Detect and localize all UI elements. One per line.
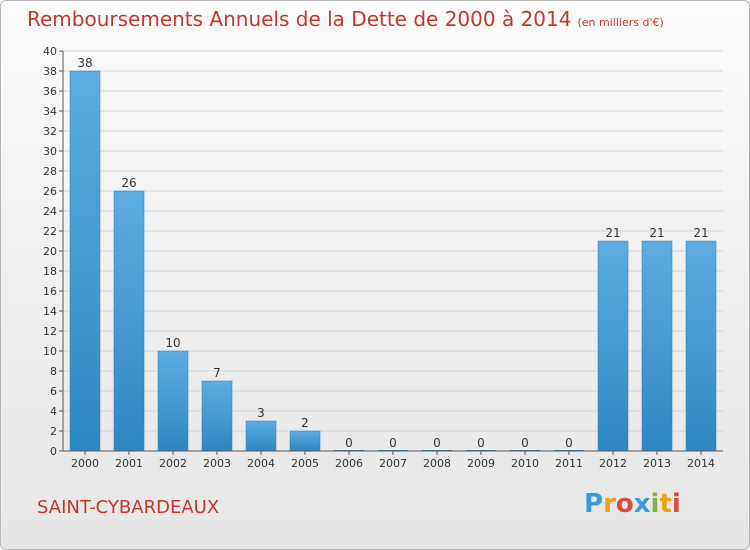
axes: 0246810121416182022242628303234363840200… [43,45,723,470]
data-labels: 38 26 10 7 3 2 0 0 0 0 0 0 21 21 21 [77,56,708,450]
x-tick-label: 2013 [643,457,671,470]
data-label: 21 [649,226,664,240]
y-tick-label: 16 [43,285,57,298]
y-tick-label: 30 [43,145,57,158]
y-tick-label: 22 [43,225,57,238]
bar [157,350,189,452]
bar [685,240,717,452]
town-name: SAINT-CYBARDEAUX [37,497,220,518]
data-label: 2 [301,416,309,430]
data-label: 0 [345,436,353,450]
logo-letter: t [659,489,672,519]
data-label: 10 [165,336,180,350]
y-tick-label: 40 [43,45,57,58]
x-tick-label: 2009 [467,457,495,470]
data-label: 3 [257,406,265,420]
x-tick-label: 2000 [71,457,99,470]
y-tick-label: 14 [43,305,57,318]
y-tick-label: 18 [43,265,57,278]
y-tick-label: 26 [43,185,57,198]
data-label: 21 [693,226,708,240]
chart-title-text: Remboursements Annuels de la Dette de 20… [27,7,572,31]
x-tick-label: 2010 [511,457,539,470]
y-tick-label: 2 [50,425,57,438]
x-tick-label: 2005 [291,457,319,470]
y-tick-label: 6 [50,385,57,398]
bar [69,70,101,452]
logo-letter: i [650,489,660,519]
x-tick-label: 2012 [599,457,627,470]
data-label: 0 [521,436,529,450]
y-tick-label: 4 [50,405,57,418]
bar [289,430,321,452]
x-tick-label: 2001 [115,457,143,470]
y-tick-label: 0 [50,445,57,458]
bars [69,70,717,452]
data-label: 7 [213,366,221,380]
data-label: 0 [389,436,397,450]
data-label: 0 [565,436,573,450]
y-tick-label: 34 [43,105,57,118]
data-label: 38 [77,56,92,70]
logo-letter: i [671,489,681,519]
chart-title: Remboursements Annuels de la Dette de 20… [27,7,664,31]
x-tick-label: 2007 [379,457,407,470]
logo-letter: r [603,489,616,519]
y-tick-label: 8 [50,365,57,378]
data-label: 0 [433,436,441,450]
x-tick-label: 2014 [687,457,715,470]
y-tick-label: 20 [43,245,57,258]
proxiti-logo: Proxiti [584,489,681,519]
y-tick-label: 24 [43,205,57,218]
x-tick-label: 2011 [555,457,583,470]
y-tick-label: 28 [43,165,57,178]
bar [201,380,233,452]
y-tick-label: 36 [43,85,57,98]
y-tick-label: 10 [43,345,57,358]
bar [113,190,145,452]
logo-letter: P [584,489,604,519]
bar [597,240,629,452]
x-tick-label: 2006 [335,457,363,470]
data-label: 26 [121,176,136,190]
data-label: 0 [477,436,485,450]
logo-letter: o [615,489,634,519]
x-tick-label: 2002 [159,457,187,470]
data-label: 21 [605,226,620,240]
bar [641,240,673,452]
x-tick-label: 2004 [247,457,275,470]
y-tick-label: 32 [43,125,57,138]
chart-subtitle: (en milliers d'€) [577,16,664,29]
bar [245,420,277,452]
x-tick-label: 2003 [203,457,231,470]
x-tick-label: 2008 [423,457,451,470]
y-tick-label: 12 [43,325,57,338]
logo-letter: x [633,489,651,519]
y-tick-label: 38 [43,65,57,78]
